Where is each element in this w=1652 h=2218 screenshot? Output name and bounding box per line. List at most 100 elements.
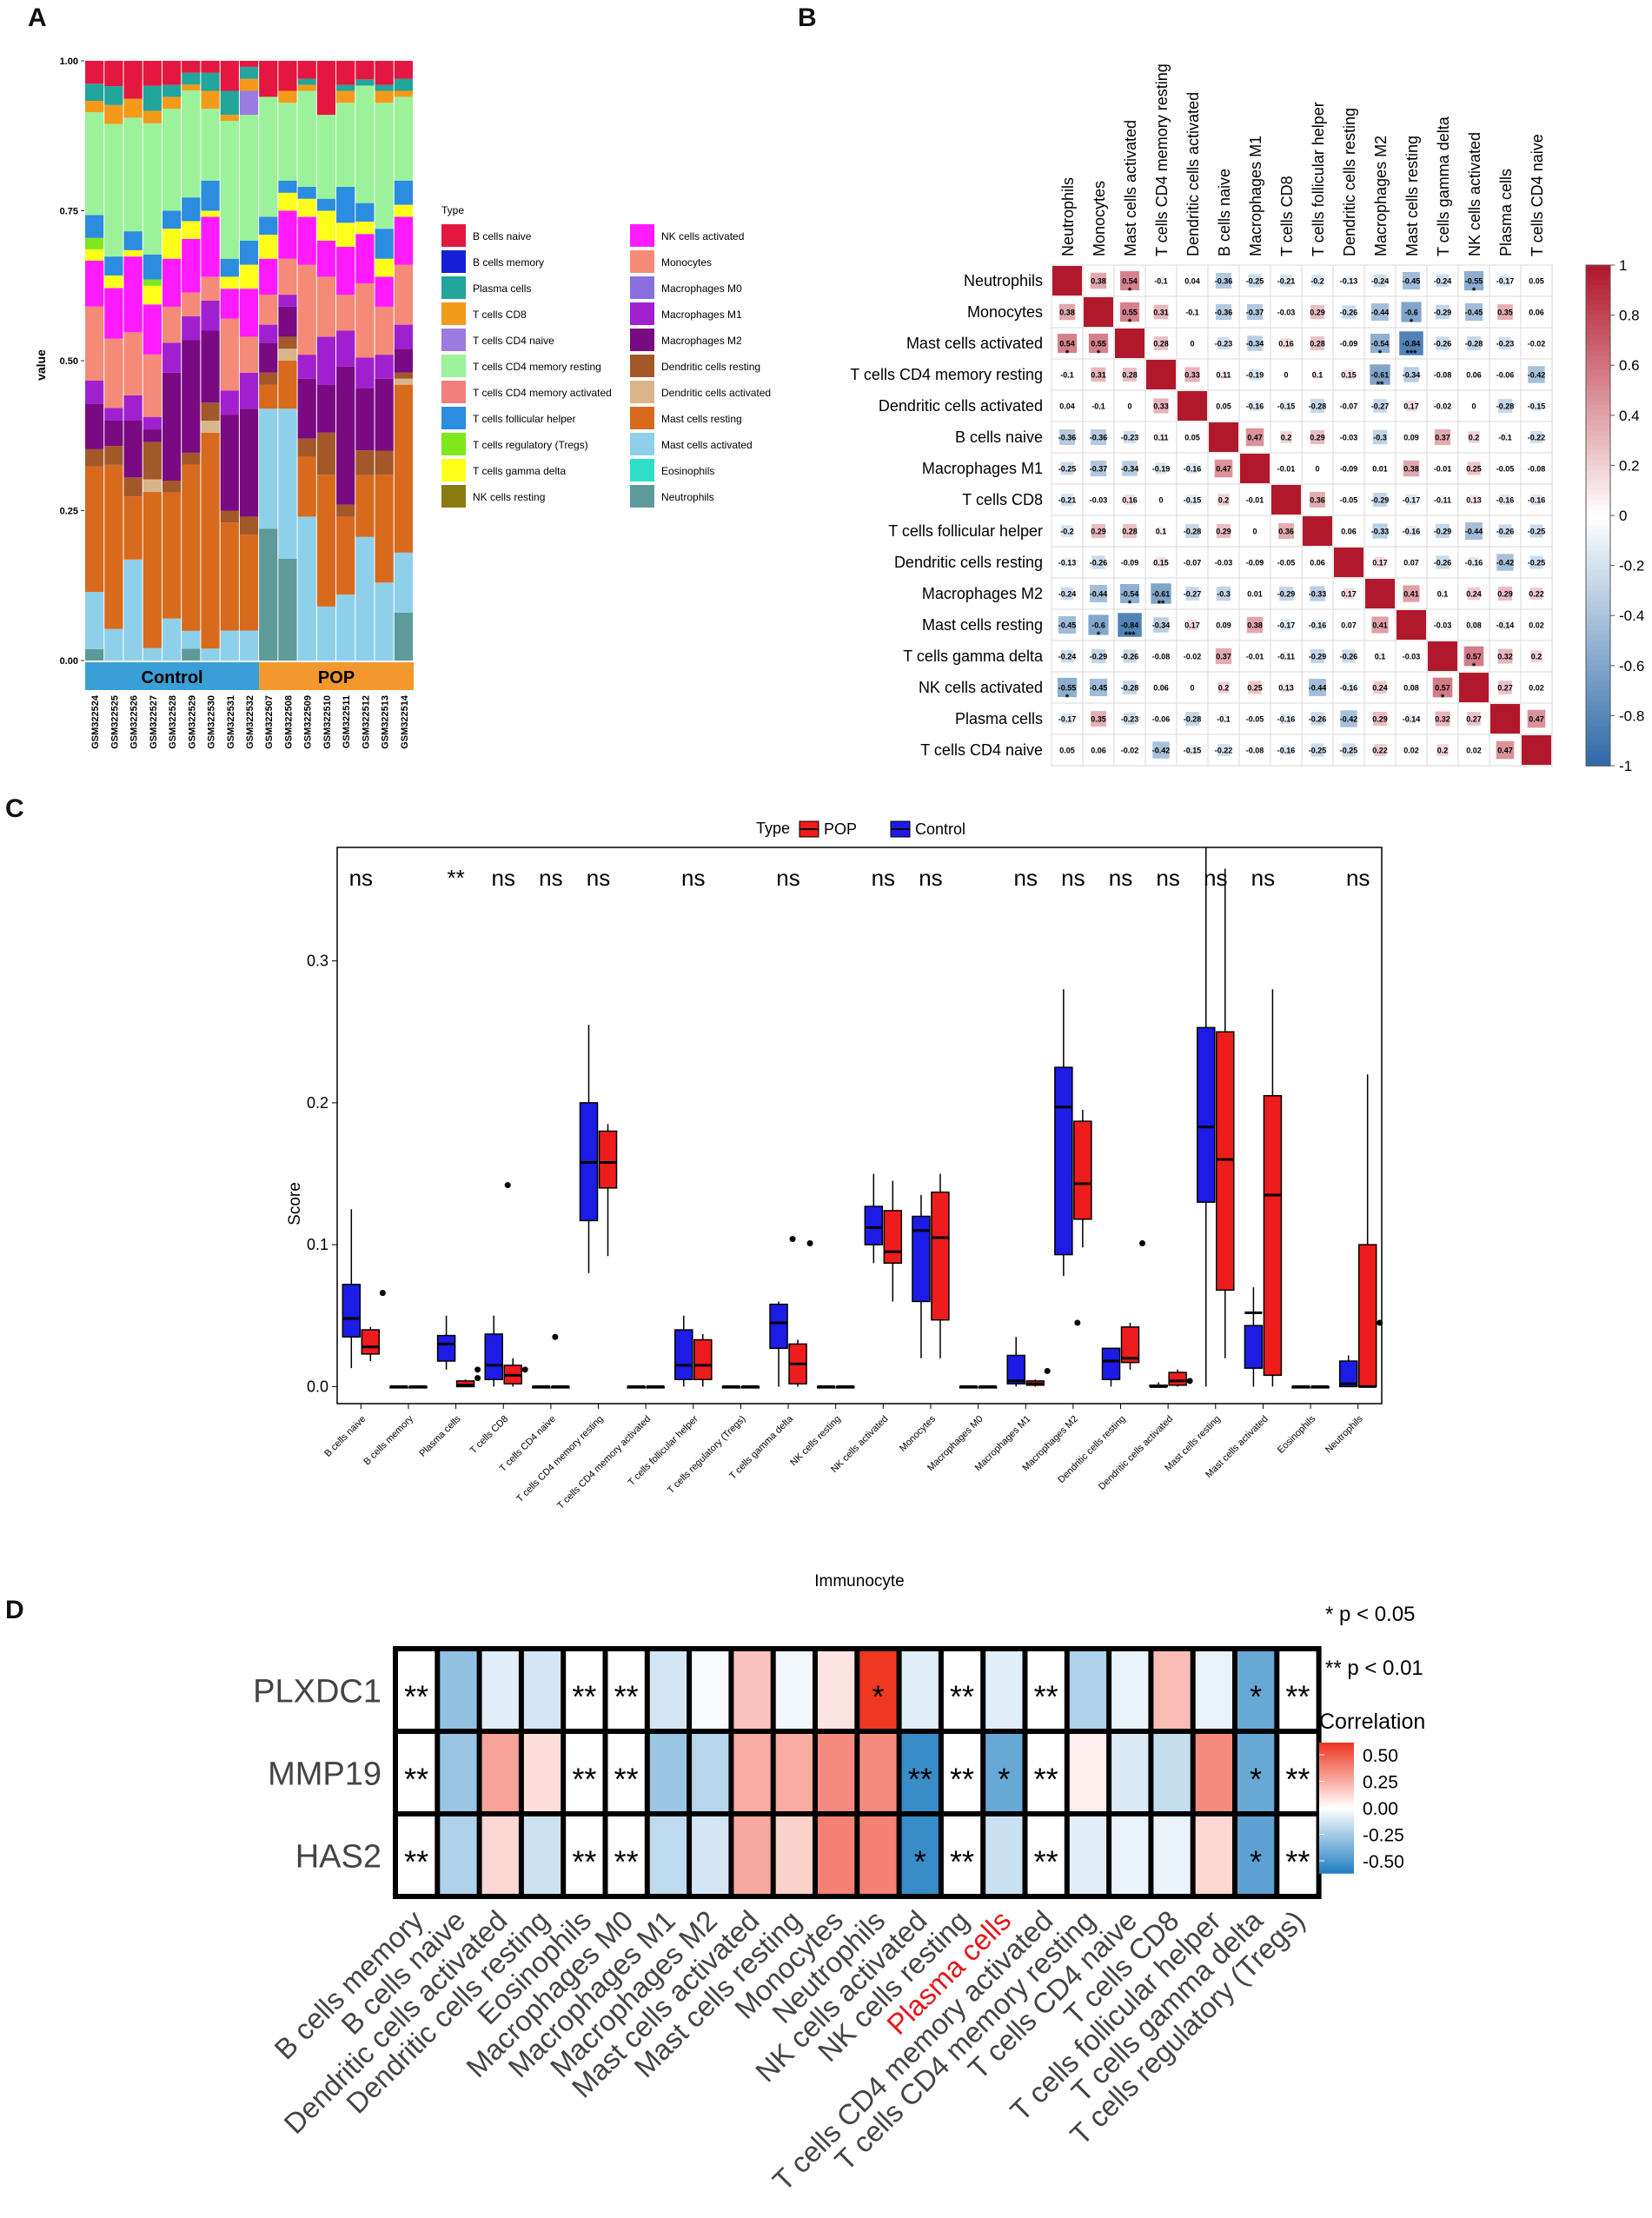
corr-value: -0.03 [1434, 621, 1452, 630]
corr-cell [1280, 275, 1292, 287]
corr-value: -0.15 [1528, 402, 1546, 411]
bar-segment-t-cells-follicular-helper [182, 197, 201, 222]
corr-cell [1469, 557, 1479, 568]
col-label-t-cells-cd4-naive: T cells CD4 naive [1529, 134, 1546, 256]
corr-value: -0.13 [1058, 559, 1077, 568]
corr-value: 0.37 [1216, 653, 1231, 661]
colorbar-step [1586, 390, 1610, 396]
corr-value: 0.17 [1372, 559, 1388, 568]
heatmap-cell [523, 1651, 561, 1729]
corr-cell [1157, 652, 1165, 661]
corr-cell [1408, 559, 1415, 566]
colorbar-step [1586, 630, 1610, 637]
legend-title: Type [756, 820, 790, 837]
sample-label: GSM322512 [361, 695, 371, 749]
corr-value: -0.05 [1496, 465, 1515, 474]
heatmap-cell [943, 1816, 981, 1894]
bar-segment-plasma-cells [394, 78, 413, 91]
sample-label: GSM322514 [400, 694, 410, 749]
corr-cell [1060, 649, 1074, 663]
bar-segment-mast-cells-resting [239, 535, 259, 631]
corr-cell [1119, 302, 1140, 322]
corr-value: 0.29 [1497, 590, 1513, 599]
corr-cell [1280, 431, 1292, 443]
corr-cell [1498, 681, 1512, 694]
correlation-legend-step [1319, 1843, 1354, 1846]
corr-value: -0.34 [1152, 621, 1171, 630]
bar-segment-monocytes [316, 276, 336, 337]
legend-swatch-plasma-cells [441, 276, 466, 299]
legend-swatch-t-cells-gamma-delta [441, 459, 466, 481]
col-label-mast-cells-activated: Mast cells activated [1122, 120, 1139, 256]
corr-cell [1463, 646, 1484, 667]
colorbar-step [1586, 309, 1610, 316]
corr-cell [1310, 712, 1324, 726]
group-label-control: Control [142, 668, 203, 687]
heatmap-cell [1111, 1816, 1149, 1894]
bar-segment-b-cells-naive [220, 61, 239, 91]
heatmap-cell [859, 1816, 897, 1894]
corr-cell [1312, 620, 1323, 630]
corr-value: -0.25 [1246, 277, 1264, 286]
corr-star: * [1065, 349, 1070, 359]
bar-segment-dendritic-cells-resting [162, 481, 182, 493]
row-label-has2: HAS2 [295, 1839, 381, 1876]
bar-segment-macrophages-m2 [259, 342, 278, 373]
corr-cell [1153, 304, 1169, 320]
corr-cell [1220, 402, 1227, 409]
bar-segment-macrophages-m2 [394, 349, 413, 373]
heatmap-cell [692, 1816, 729, 1894]
diagonal-cell [1459, 673, 1489, 702]
corr-value: -0.17 [1277, 621, 1296, 630]
corr-value: 0.13 [1278, 684, 1294, 693]
corr-value: -0.2 [1310, 277, 1324, 286]
corr-value: 0.11 [1153, 434, 1168, 442]
colorbar-step [1586, 375, 1610, 382]
colorbar-step [1586, 475, 1610, 481]
corr-value: 0.06 [1466, 371, 1482, 380]
colorbar-step [1586, 605, 1610, 612]
row-label-mmp19: MMP19 [268, 1756, 381, 1793]
corr-cell [1216, 586, 1231, 601]
colorbar-step [1586, 285, 1610, 291]
corr-cell [1061, 525, 1073, 537]
corr-cell [1496, 740, 1515, 760]
bar-segment-nk-cells-activated [85, 261, 104, 307]
corr-value: -0.02 [1121, 747, 1139, 755]
corr-cell [1157, 276, 1165, 285]
bar-segment-b-cells-naive [239, 61, 259, 67]
heatmap-cell [607, 1734, 645, 1811]
colorbar-label: -0.8 [1619, 707, 1644, 724]
colorbar-step [1586, 300, 1610, 306]
corr-cell [1189, 559, 1196, 566]
bar-segment-t-cells-cd4-memory-resting [394, 96, 413, 181]
heatmap-cell [818, 1734, 855, 1811]
row-label-mast-cells-resting: Mast cells resting [922, 616, 1043, 634]
corr-value: -0.02 [1434, 402, 1452, 411]
heatmap-cell [1153, 1651, 1191, 1729]
legend-swatch-t-cells-cd4-memory-activated [441, 381, 466, 403]
corr-cell [1090, 585, 1107, 602]
heatmap-star: * [914, 1844, 926, 1880]
corr-value: 0.06 [1310, 559, 1325, 568]
colorbar-step [1586, 500, 1610, 507]
bar-segment-t-cells-follicular-helper [316, 198, 336, 211]
bar-segment-t-cells-cd8 [85, 101, 104, 113]
control-box [1006, 1354, 1025, 1385]
bar-segment-macrophages-m1 [123, 395, 143, 421]
heatmap-cell [901, 1816, 939, 1894]
bar-segment-monocytes [85, 306, 104, 381]
bar-segment-mast-cells-resting [394, 384, 413, 553]
x-tick-label-b-cells-naive: B cells naive [322, 1414, 368, 1459]
corr-cell [1376, 652, 1384, 661]
bar-segment-monocytes [394, 264, 413, 325]
corr-value: 0.11 [1216, 371, 1231, 380]
bar-segment-mast-cells-activated [239, 630, 259, 661]
corr-cell [1471, 747, 1476, 753]
correlation-legend-step [1319, 1799, 1354, 1803]
corr-value: -0.03 [1215, 559, 1233, 568]
legend-label-t-cells-cd4-naive: T cells CD4 naive [473, 335, 554, 347]
correlation-legend-step [1319, 1788, 1354, 1791]
corr-value: 0.05 [1184, 434, 1200, 442]
corr-cell [1534, 622, 1539, 628]
